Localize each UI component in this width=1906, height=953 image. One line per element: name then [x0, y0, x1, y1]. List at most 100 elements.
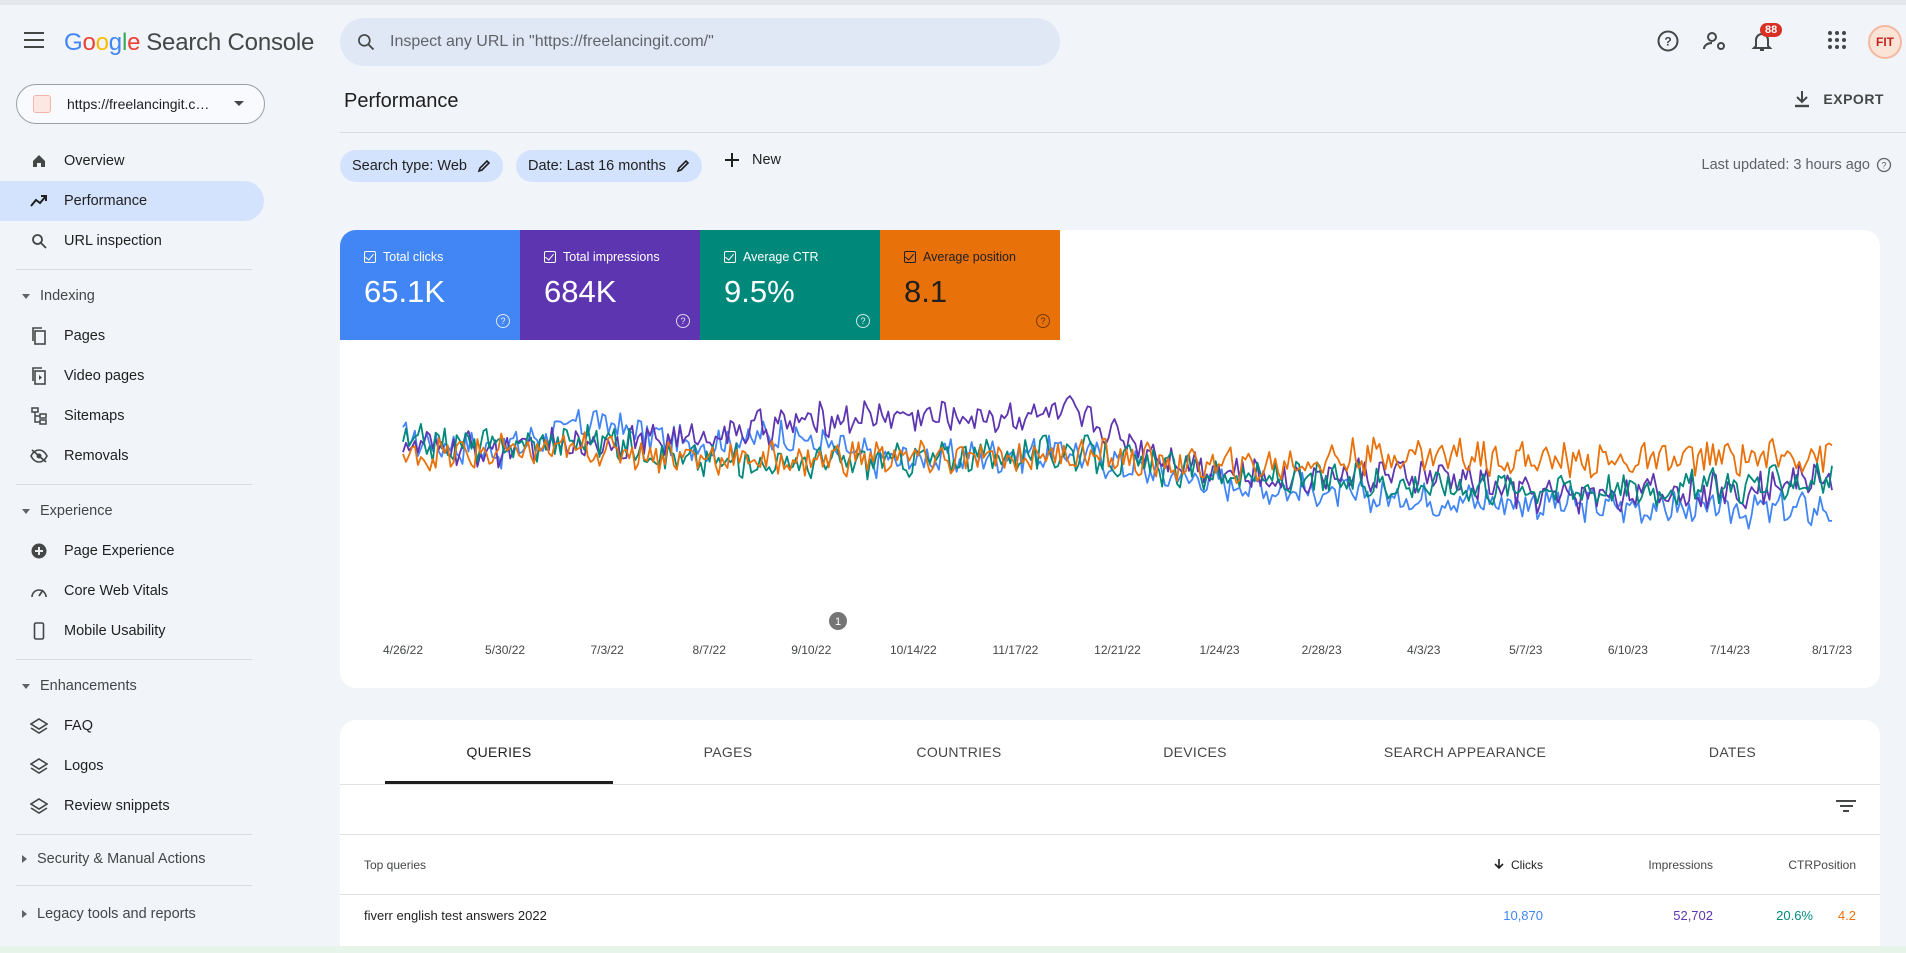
metric-average-position[interactable]: Average position 8.1 ? — [880, 230, 1060, 340]
tab-countries[interactable]: COUNTRIES — [916, 744, 1002, 760]
tab-dates[interactable]: DATES — [1708, 744, 1757, 760]
manage-users-icon[interactable] — [1702, 29, 1728, 55]
last-updated-text: Last updated: 3 hours ago — [1701, 157, 1871, 173]
x-axis-tick-label: 7/3/22 — [590, 643, 624, 657]
sidebar-item-video-pages[interactable]: Video pages — [0, 356, 264, 396]
sidebar-item-review-snippets[interactable]: Review snippets — [0, 786, 264, 826]
query-cell: fiverr english test answers 2022 — [364, 908, 547, 923]
active-tab-indicator — [385, 781, 613, 784]
sidebar-divider — [16, 834, 252, 835]
edit-pencil-icon — [676, 159, 689, 173]
section-indexing[interactable]: Indexing — [0, 278, 264, 314]
search-icon — [30, 232, 48, 250]
sidebar-item-overview[interactable]: Overview — [0, 141, 264, 181]
performance-line-chart[interactable]: 1 4/26/22 5/30/22 7/3/22 8/7/22 9/10/22 10/14… — [340, 340, 1880, 688]
sidebar-item-removals[interactable]: Removals — [0, 436, 264, 476]
column-header-ctr[interactable]: CTR — [1788, 858, 1813, 872]
section-security-manual-actions[interactable]: Security & Manual Actions — [0, 841, 264, 877]
apps-grid-icon[interactable] — [1826, 29, 1852, 55]
tabs-divider — [340, 784, 1880, 785]
notifications-icon[interactable]: 88 — [1750, 23, 1783, 55]
logo-letter: e — [127, 29, 141, 56]
search-icon — [358, 34, 375, 51]
tab-pages[interactable]: PAGES — [703, 744, 753, 760]
expand-caret-icon — [22, 508, 30, 514]
section-title: Enhancements — [40, 678, 137, 694]
help-icon[interactable]: ? — [676, 314, 690, 328]
column-header-top-queries[interactable]: Top queries — [364, 858, 427, 872]
metric-label: Average CTR — [743, 250, 819, 264]
sidebar-item-core-web-vitals[interactable]: Core Web Vitals — [0, 571, 264, 611]
svg-text:?: ? — [1881, 161, 1886, 171]
sidebar-item-logos[interactable]: Logos — [0, 746, 264, 786]
search-type-filter-chip[interactable]: Search type: Web — [340, 150, 503, 182]
clicks-cell: 10,870 — [1503, 908, 1543, 923]
main-menu-icon[interactable] — [24, 32, 48, 50]
column-header-clicks[interactable]: Clicks — [1413, 858, 1543, 872]
sidebar-item-page-experience[interactable]: Page Experience — [0, 531, 264, 571]
checkbox-checked-icon[interactable] — [724, 251, 736, 263]
account-avatar[interactable]: FIT — [1868, 25, 1902, 59]
sidebar-item-mobile-usability[interactable]: Mobile Usability — [0, 611, 264, 651]
tab-devices[interactable]: DEVICES — [1163, 744, 1227, 760]
section-experience[interactable]: Experience — [0, 493, 264, 529]
metric-total-impressions[interactable]: Total impressions 684K ? — [520, 230, 700, 340]
property-selector[interactable]: https://freelancingit.com/ — [16, 84, 265, 124]
sidebar-item-sitemaps[interactable]: Sitemaps — [0, 396, 264, 436]
filter-rows-icon[interactable] — [1836, 800, 1856, 816]
column-header-position[interactable]: Position — [1813, 858, 1856, 872]
edit-pencil-icon — [477, 159, 491, 173]
column-header-label: Clicks — [1511, 858, 1543, 872]
new-filter-button[interactable]: New — [724, 152, 781, 168]
series-line-average-position — [402, 431, 1833, 485]
date-filter-chip[interactable]: Date: Last 16 months — [516, 150, 702, 182]
search-input[interactable] — [390, 33, 1030, 51]
section-enhancements[interactable]: Enhancements — [0, 668, 264, 704]
toolbar-divider — [340, 834, 1880, 835]
collapsed-caret-icon — [22, 910, 27, 918]
sidebar-divider — [16, 269, 252, 270]
header-divider — [340, 132, 1906, 133]
plus-icon — [725, 153, 739, 167]
trending-up-icon — [30, 192, 48, 210]
checkbox-checked-icon[interactable] — [544, 251, 556, 263]
speed-gauge-icon — [30, 582, 48, 600]
sidebar-divider — [16, 484, 252, 485]
help-icon[interactable]: ? — [856, 314, 870, 328]
sidebar-item-performance[interactable]: Performance — [0, 181, 264, 221]
checkbox-checked-icon[interactable] — [904, 251, 916, 263]
sidebar-item-label: Page Experience — [64, 543, 175, 559]
help-icon[interactable]: ? — [1656, 29, 1682, 55]
tab-search-appearance[interactable]: SEARCH APPEARANCE — [1383, 744, 1547, 760]
new-filter-label: New — [752, 152, 782, 168]
logo-letter: g — [108, 29, 122, 56]
help-icon[interactable]: ? — [1876, 157, 1892, 173]
tab-queries[interactable]: QUERIES — [466, 744, 532, 760]
sidebar-item-pages[interactable]: Pages — [0, 316, 264, 356]
help-icon[interactable]: ? — [1036, 314, 1050, 328]
annotation-marker[interactable]: 1 — [829, 612, 847, 630]
page-title: Performance — [344, 90, 459, 112]
sidebar-item-label: FAQ — [64, 718, 94, 734]
url-inspection-search[interactable] — [340, 18, 1060, 66]
section-legacy-tools[interactable]: Legacy tools and reports — [0, 896, 264, 932]
column-header-impressions[interactable]: Impressions — [1648, 858, 1713, 872]
app-logo[interactable]: Google Search Console — [64, 29, 314, 57]
add-circle-icon — [30, 542, 48, 560]
export-button[interactable]: EXPORT — [1793, 90, 1884, 108]
metric-total-clicks[interactable]: Total clicks 65.1K ? — [340, 230, 520, 340]
metric-average-ctr[interactable]: Average CTR 9.5% ? — [700, 230, 880, 340]
help-icon[interactable]: ? — [496, 314, 510, 328]
sidebar-item-url-inspection[interactable]: URL inspection — [0, 221, 264, 261]
x-axis-tick-label: 5/30/22 — [485, 643, 525, 657]
annotation-marker-circle[interactable] — [829, 612, 847, 630]
x-axis-tick-label: 10/14/22 — [890, 643, 937, 657]
checkbox-checked-icon[interactable] — [364, 251, 376, 263]
annotation-marker-label: 1 — [835, 616, 841, 628]
series-line-total-impressions — [402, 395, 1833, 515]
sort-descending-icon — [1494, 859, 1504, 870]
sidebar-item-label: Removals — [64, 448, 129, 464]
export-label: EXPORT — [1823, 91, 1884, 107]
sidebar-item-faq[interactable]: FAQ — [0, 706, 264, 746]
ctr-cell: 20.6% — [1776, 908, 1813, 923]
